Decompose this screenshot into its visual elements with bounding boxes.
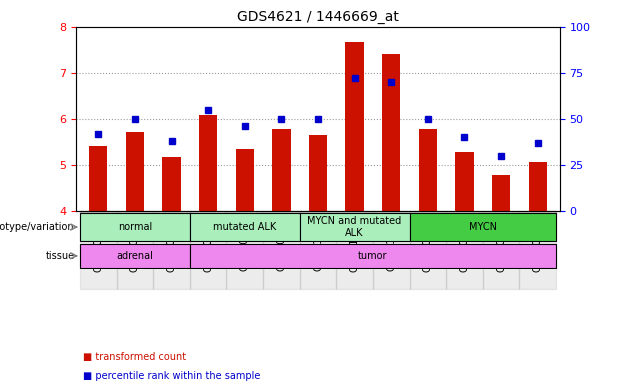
Bar [373,211,410,289]
Bar [153,211,190,289]
Bar [520,211,556,213]
Bar [309,135,327,211]
Bar [80,211,116,289]
FancyBboxPatch shape [80,213,190,241]
Bar [446,211,483,289]
Text: adrenal: adrenal [116,251,153,261]
Bar [446,211,483,213]
Bar [529,162,547,211]
Bar [418,129,437,211]
Text: MYCN and mutated
ALK: MYCN and mutated ALK [307,216,402,238]
FancyBboxPatch shape [300,213,410,241]
Bar [126,132,144,211]
Bar [492,175,510,211]
Bar [336,211,373,213]
Text: ■ transformed count: ■ transformed count [83,352,186,362]
Bar [336,211,373,289]
FancyBboxPatch shape [190,244,556,268]
Text: tissue: tissue [45,251,74,261]
FancyBboxPatch shape [80,244,190,268]
Bar [190,211,226,289]
Bar [116,211,153,213]
Bar [483,211,520,289]
Title: GDS4621 / 1446669_at: GDS4621 / 1446669_at [237,10,399,25]
Bar [455,152,474,211]
Text: normal: normal [118,222,152,232]
Bar [410,211,446,289]
Bar [153,211,190,213]
Bar [226,211,263,213]
Bar [235,149,254,211]
Bar [116,211,153,289]
Bar [410,211,446,213]
Bar [520,211,556,289]
Bar [190,211,226,213]
Bar [345,41,364,211]
Bar [226,211,263,289]
Bar [382,54,401,211]
Bar [300,211,336,289]
FancyBboxPatch shape [190,213,300,241]
Bar [199,115,218,211]
Text: genotype/variation: genotype/variation [0,222,74,232]
FancyBboxPatch shape [410,213,556,241]
Text: MYCN: MYCN [469,222,497,232]
Text: ■ percentile rank within the sample: ■ percentile rank within the sample [83,371,260,381]
Bar [483,211,520,213]
Bar [80,211,116,213]
Bar [272,129,291,211]
Bar [162,157,181,211]
Bar [263,211,300,213]
Bar [263,211,300,289]
Bar [373,211,410,213]
Bar [89,146,107,211]
Text: tumor: tumor [358,251,388,261]
Text: mutated ALK: mutated ALK [213,222,277,232]
Bar [300,211,336,213]
